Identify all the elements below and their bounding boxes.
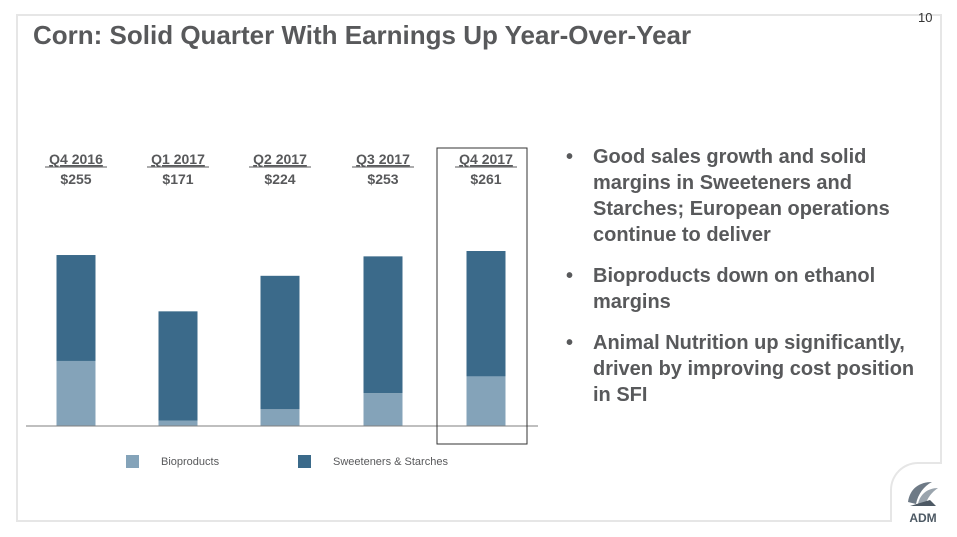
bar-bioproducts-q2-2017 (260, 409, 300, 426)
bar-sweeteners-q1-2017 (158, 311, 198, 421)
legend: Bioproducts Sweeteners & Starches (126, 455, 448, 468)
highlight-box (436, 147, 528, 445)
total-label: $261 (470, 171, 501, 187)
bar-bioproducts-q1-2017 (158, 420, 198, 426)
category-label: Q4 2017 (459, 151, 513, 167)
bullet-dot-icon: • (566, 146, 574, 168)
frame-corner-curve (890, 462, 942, 522)
bar-sweeteners-q2-2017 (260, 275, 300, 410)
page-number: 10 (918, 10, 933, 25)
bar-bioproducts-q4-2016 (56, 360, 96, 426)
total-label: $253 (367, 171, 398, 187)
bullet-text: Good sales growth and solid margins in S… (593, 146, 890, 246)
bullet-list: • Good sales growth and solid margins in … (566, 144, 936, 423)
total-label: $224 (264, 171, 295, 187)
frame-top-border (16, 14, 940, 16)
bullet-dot-icon: • (566, 265, 574, 287)
adm-logo: ADM (908, 482, 938, 525)
frame-bottom-border (16, 520, 890, 522)
bar-sweeteners-q3-2017 (363, 256, 403, 394)
category-label: Q4 2016 (49, 151, 103, 167)
bar-bioproducts-q4-2017 (466, 376, 506, 426)
logo-text: ADM (909, 511, 936, 525)
bar-bioproducts-q3-2017 (363, 393, 403, 426)
category-label: Q1 2017 (151, 151, 205, 167)
legend-label: Sweeteners & Starches (333, 456, 448, 468)
frame-left-border (16, 14, 18, 520)
total-label: $255 (60, 171, 91, 187)
slide-title: Corn: Solid Quarter With Earnings Up Yea… (33, 20, 692, 50)
category-labels-group: Q4 2016 $255 Q1 2017 $171 Q2 2017 $224 Q3 2017… (45, 151, 517, 187)
category-label: Q3 2017 (356, 151, 410, 167)
category-label: Q2 2017 (253, 151, 307, 167)
bullet-item: • Good sales growth and solid margins in … (566, 144, 936, 248)
bullet-item: • Bioproducts down on ethanol margins (566, 263, 936, 315)
bullet-text: Animal Nutrition up significantly, drive… (593, 332, 915, 406)
bar-sweeteners-q4-2016 (56, 255, 96, 361)
legend-swatch (126, 455, 139, 468)
legend-label: Bioproducts (161, 456, 220, 468)
total-label: $171 (162, 171, 193, 187)
legend-swatch (298, 455, 311, 468)
stacked-bar-chart: Q4 2016 $255 Q1 2017 $171 Q2 2017 $224 Q3 2017… (26, 147, 538, 468)
bar-sweeteners-q4-2017 (466, 251, 506, 377)
bars-group (56, 251, 506, 426)
bullet-dot-icon: • (566, 332, 574, 354)
bullet-item: • Animal Nutrition up significantly, driv… (566, 330, 936, 408)
frame-right-border (940, 14, 942, 464)
bullet-text: Bioproducts down on ethanol margins (593, 265, 876, 313)
